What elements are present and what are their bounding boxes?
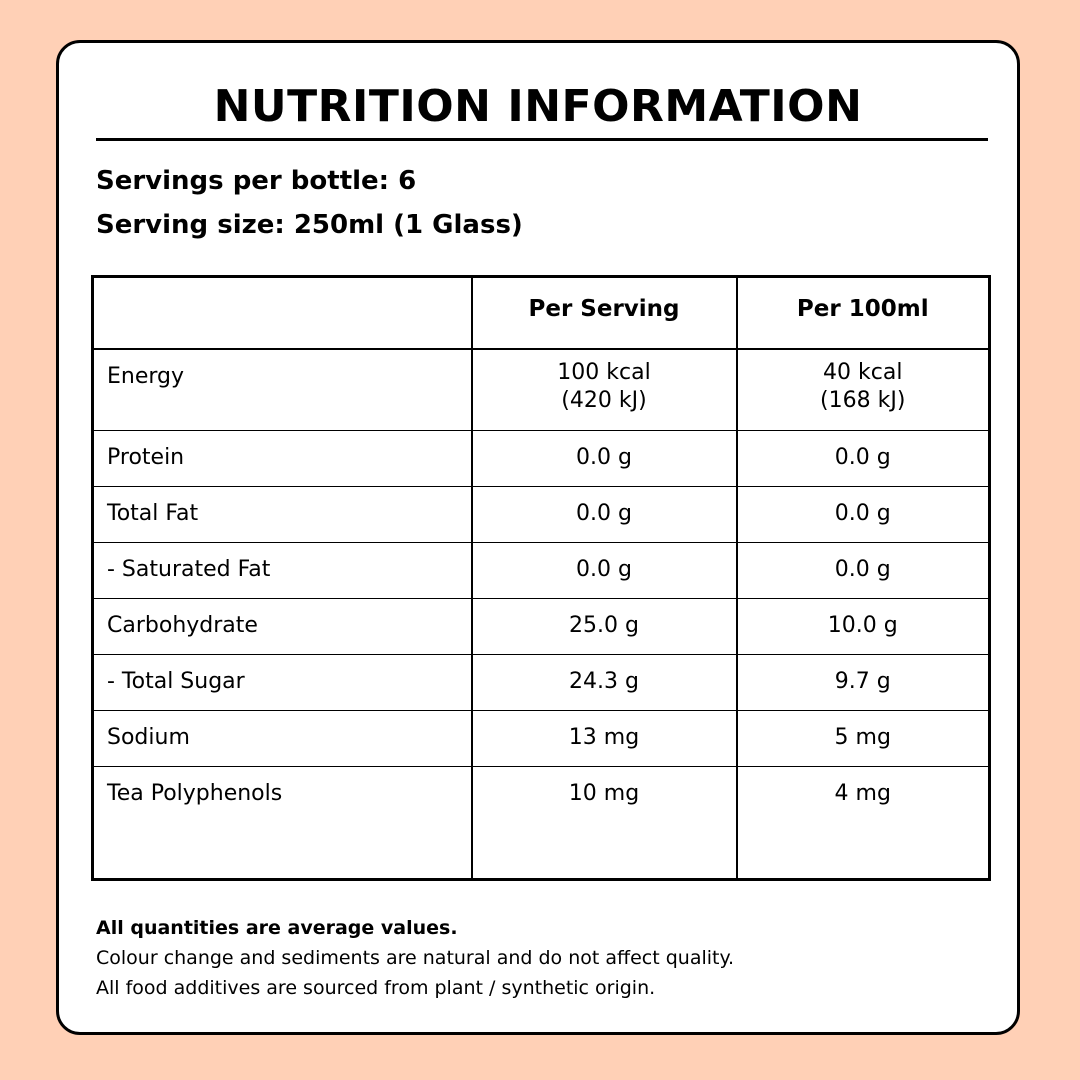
table-row-total-sugar: - Total Sugar 24.3 g 9.7 g — [92, 654, 990, 711]
table-row-total-fat: Total Fat 0.0 g 0.0 g — [92, 486, 990, 543]
energy-per-100ml: 40 kcal (168 kJ) — [735, 348, 990, 431]
footnote-colour-change: Colour change and sediments are natural … — [96, 947, 735, 969]
nutrient-name: - Total Sugar — [92, 654, 472, 711]
value-per-100ml: 9.7 g — [735, 654, 990, 711]
value-per-100ml: 0.0 g — [735, 542, 990, 599]
energy-per-serving: 100 kcal (420 kJ) — [470, 348, 737, 431]
nutrient-name: - Saturated Fat — [92, 542, 472, 599]
servings-per-bottle: Servings per bottle: 6 — [96, 166, 417, 196]
table-header-row: Per Serving Per 100ml — [92, 276, 990, 350]
table-row-saturated-fat: - Saturated Fat 0.0 g 0.0 g — [92, 542, 990, 599]
value-per-100ml: 5 mg — [735, 710, 990, 767]
value-per-serving: 25.0 g — [470, 598, 737, 655]
value-per-100ml: 4 mg — [735, 766, 990, 880]
label-title: NUTRITION INFORMATION — [213, 81, 863, 132]
value-per-100ml: 10.0 g — [735, 598, 990, 655]
nutrition-label-card: NUTRITION INFORMATION Servings per bottl… — [56, 40, 1020, 1035]
nutrition-table: Per Serving Per 100ml Energy 100 kcal (4… — [91, 275, 991, 881]
title-divider — [96, 138, 988, 141]
energy-per-100ml-kcal: 40 kcal — [823, 359, 903, 385]
table-row-carbohydrate: Carbohydrate 25.0 g 10.0 g — [92, 598, 990, 655]
table-row-protein: Protein 0.0 g 0.0 g — [92, 430, 990, 487]
table-row-energy: Energy 100 kcal (420 kJ) 40 kcal (168 kJ… — [93, 348, 990, 431]
value-per-serving: 0.0 g — [470, 430, 737, 487]
energy-per-serving-kcal: 100 kcal — [557, 359, 651, 385]
header-per-100ml: Per 100ml — [735, 276, 990, 350]
serving-size: Serving size: 250ml (1 Glass) — [96, 210, 523, 240]
nutrient-name: Protein — [92, 430, 472, 487]
value-per-serving: 0.0 g — [470, 542, 737, 599]
value-per-serving: 0.0 g — [470, 486, 737, 543]
nutrient-name: Energy — [107, 363, 185, 389]
energy-per-serving-kj: (420 kJ) — [561, 387, 647, 413]
nutrient-name: Sodium — [92, 710, 472, 767]
header-per-serving: Per Serving — [470, 276, 737, 350]
energy-per-100ml-kj: (168 kJ) — [820, 387, 906, 413]
value-per-100ml: 0.0 g — [735, 430, 990, 487]
table-row-tea-polyphenols: Tea Polyphenols 10 mg 4 mg — [92, 766, 990, 880]
header-nutrient — [92, 276, 472, 350]
footnote-additives: All food additives are sourced from plan… — [96, 977, 656, 999]
value-per-100ml: 0.0 g — [735, 486, 990, 543]
value-per-serving: 10 mg — [470, 766, 737, 880]
nutrient-name: Total Fat — [92, 486, 472, 543]
footnote-average-values: All quantities are average values. — [96, 917, 458, 939]
value-per-serving: 24.3 g — [470, 654, 737, 711]
value-per-serving: 13 mg — [470, 710, 737, 767]
nutrient-name: Tea Polyphenols — [92, 766, 472, 880]
table-row-sodium: Sodium 13 mg 5 mg — [92, 710, 990, 767]
nutrient-name: Carbohydrate — [92, 598, 472, 655]
